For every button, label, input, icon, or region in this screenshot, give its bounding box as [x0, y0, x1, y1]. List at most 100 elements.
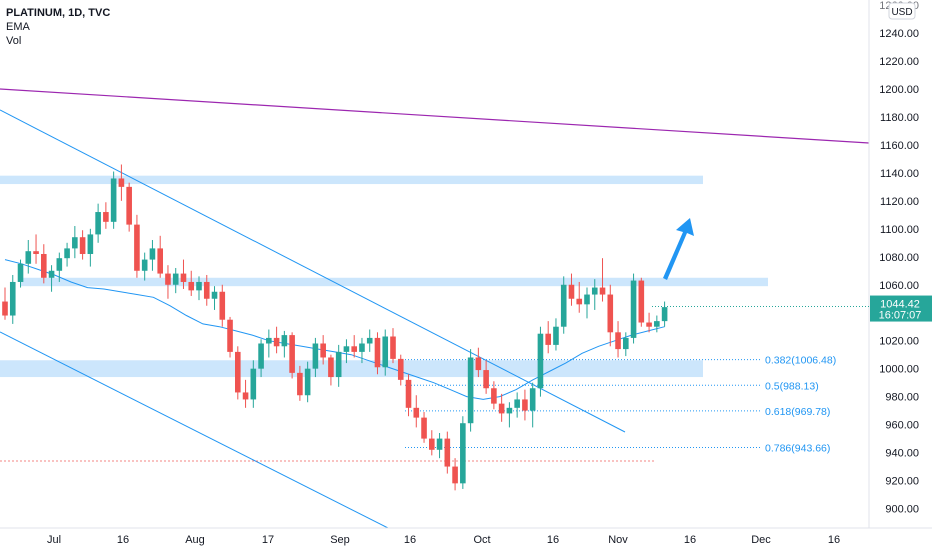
fib-label-1: 0.5(988.13) — [765, 380, 819, 392]
candle-body — [95, 212, 101, 235]
ema-line — [4, 259, 665, 400]
candle-body — [273, 337, 280, 347]
price-tick-label: 1200.00 — [879, 84, 919, 96]
candle-body — [165, 273, 171, 285]
candle-body — [157, 248, 163, 274]
time-tick-label: Sep — [330, 534, 350, 546]
candle-body — [219, 291, 226, 320]
candle-body — [227, 319, 233, 352]
lower-channel-line — [0, 331, 389, 529]
zone-1 — [20, 277, 768, 287]
candle-body — [258, 343, 264, 369]
chart-legend: PLATINUM, 1D, TVC EMA Vol — [6, 6, 110, 48]
candle-body — [33, 251, 39, 254]
resistance-line — [0, 88, 870, 144]
candle-body — [149, 248, 156, 260]
candle-body — [599, 287, 606, 295]
candle-body — [576, 298, 583, 305]
candle-body — [48, 270, 55, 278]
candle-body — [397, 358, 404, 380]
candle-body — [514, 399, 520, 408]
candle-body — [390, 336, 396, 359]
candle-body — [141, 259, 148, 271]
time-tick-label: 16 — [828, 534, 840, 546]
candle-body — [281, 335, 288, 347]
price-tick-label: 1020.00 — [879, 336, 919, 348]
fib-label-0: 0.382(1006.48) — [765, 355, 836, 367]
price-tick-label: 1080.00 — [879, 252, 919, 264]
price-tag-value: 1044.42 — [880, 299, 920, 311]
price-axis[interactable]: 1240.00 1220.00 1200.00 1180.00 1160.00 1140.… — [879, 0, 919, 516]
time-tick-label: 16 — [547, 534, 559, 546]
candle-body — [126, 186, 132, 225]
candle-body — [87, 234, 94, 254]
candle-body — [196, 281, 202, 291]
arrow-up-icon — [663, 218, 694, 280]
candle-body — [118, 178, 125, 187]
candle-body — [211, 291, 218, 299]
indicator-ema-label[interactable]: EMA — [6, 21, 30, 33]
candle-body — [335, 351, 342, 378]
candle-body — [110, 178, 117, 222]
candle-body — [266, 337, 272, 344]
candle-body — [297, 372, 303, 396]
candle-body — [483, 370, 489, 389]
candle-body — [289, 335, 295, 373]
candle-body — [584, 294, 590, 305]
time-axis[interactable]: Jul 16 Aug 17 Sep 16 Oct 16 Nov 16 Dec 16 — [47, 534, 840, 546]
candle-body — [506, 407, 513, 414]
candle-body — [2, 301, 8, 316]
candle-body — [382, 336, 389, 368]
candle-body — [615, 332, 621, 350]
candle-body — [413, 407, 420, 418]
candle-body — [623, 337, 629, 350]
candle-body — [491, 388, 497, 404]
candle-body — [568, 284, 575, 299]
candle-body — [359, 343, 365, 352]
currency-badge[interactable]: USD — [888, 2, 916, 20]
candle-body — [366, 337, 373, 344]
candle-body — [374, 337, 381, 368]
candle-body — [320, 343, 326, 358]
price-tick-label: 1120.00 — [880, 196, 919, 208]
candle-body — [134, 224, 140, 271]
candle-body — [646, 322, 652, 327]
candle-body — [405, 379, 412, 408]
zone-2 — [0, 360, 703, 378]
candles — [2, 164, 668, 491]
time-tick-label: 16 — [117, 534, 129, 546]
candle-body — [343, 346, 350, 352]
candle-body — [25, 251, 32, 264]
time-tick-label: Oct — [473, 534, 490, 546]
symbol-title[interactable]: PLATINUM, 1D, TVC — [6, 7, 111, 19]
candle-body — [654, 321, 660, 327]
fib-label-2: 0.618(969.78) — [765, 406, 830, 418]
upper-channel-line — [0, 109, 626, 433]
candle-body — [607, 294, 614, 333]
indicator-vol-label[interactable]: Vol — [6, 35, 22, 47]
candle-body — [304, 368, 311, 396]
price-tick-label: 980.00 — [885, 392, 919, 404]
candle-body — [250, 368, 257, 400]
time-tick-label: Aug — [185, 534, 205, 546]
time-tick-label: 17 — [262, 534, 274, 546]
price-tick-label: 1060.00 — [879, 280, 919, 292]
fibonacci-levels: 0.382(1006.48) 0.5(988.13) 0.618(969.78) 0.… — [405, 355, 836, 454]
candle-body — [436, 438, 443, 450]
price-tick-label: 920.00 — [885, 476, 919, 488]
price-tick-label: 940.00 — [885, 448, 919, 460]
candle-body — [537, 333, 544, 389]
candle-body — [460, 423, 466, 484]
candle-body — [452, 466, 458, 484]
candle-body — [79, 237, 86, 254]
price-tick-label: 1240.00 — [879, 28, 919, 40]
candle-body — [9, 281, 16, 316]
time-tick-label: Nov — [608, 534, 628, 546]
price-tick-label: 1100.00 — [880, 224, 919, 236]
zone-0 — [0, 175, 703, 185]
candle-body — [56, 258, 63, 271]
candle-body — [591, 287, 598, 295]
time-tick-label: 16 — [684, 534, 696, 546]
price-tag-box — [870, 295, 932, 322]
